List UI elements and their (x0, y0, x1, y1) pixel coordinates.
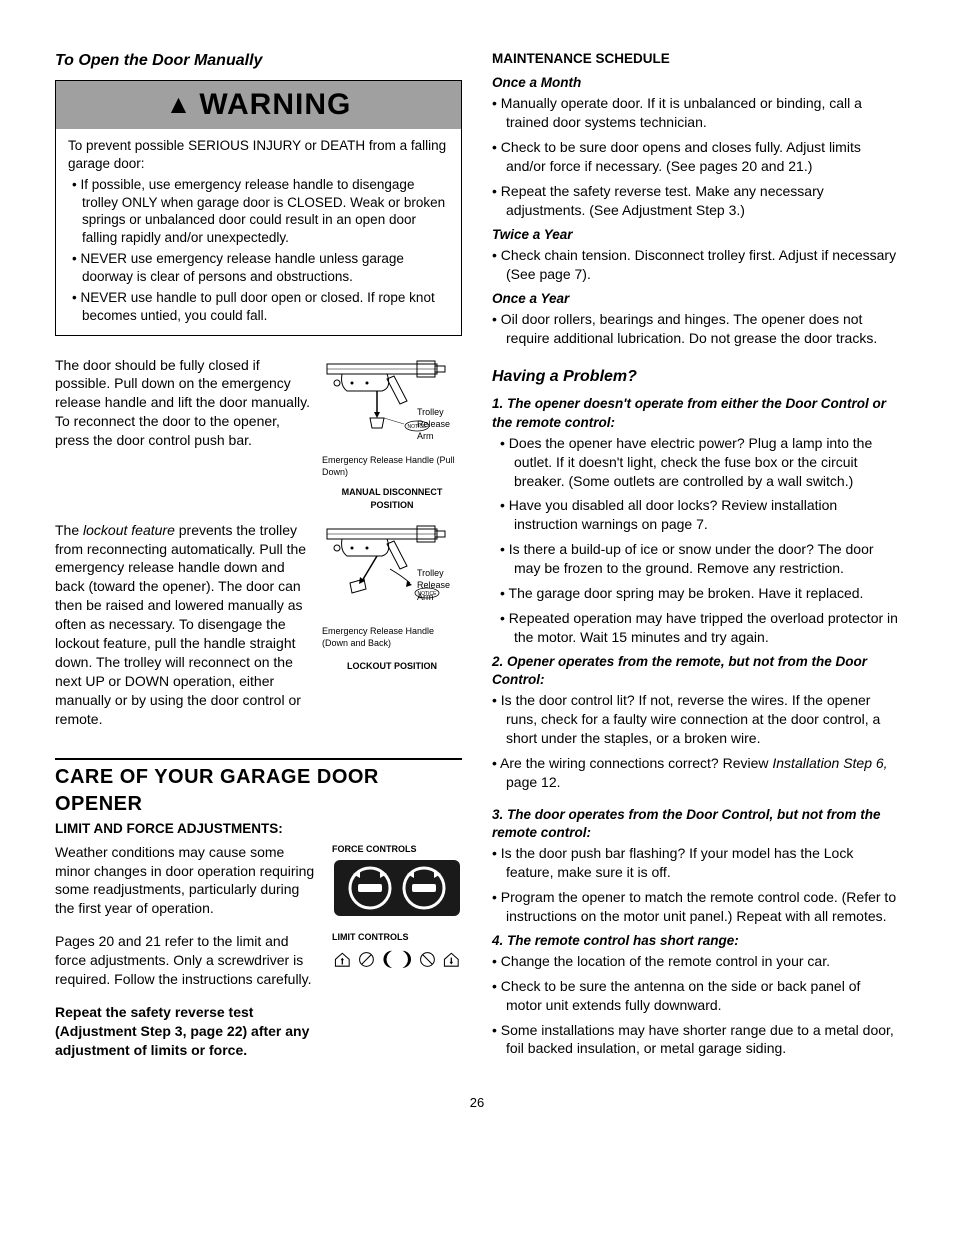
list-item: Change the location of the remote contro… (492, 952, 899, 971)
list-item: Have you disabled all door locks? Review… (492, 496, 899, 534)
fig2-handle-label: Emergency Release Handle (Down and Back) (322, 625, 462, 649)
body-para-2: The lockout feature prevents the trolley… (55, 521, 312, 729)
warning-intro: To prevent possible SERIOUS INJURY or DE… (68, 137, 449, 172)
fig1-handle-label: Emergency Release Handle (Pull Down) (322, 454, 462, 478)
list-item: Check chain tension. Disconnect trolley … (492, 246, 899, 284)
warning-box: ▲ WARNING To prevent possible SERIOUS IN… (55, 80, 462, 336)
circle-slash-icon (418, 950, 437, 972)
warning-bullet: NEVER use handle to pull door open or cl… (72, 289, 449, 324)
care-para-1: Weather conditions may cause some minor … (55, 843, 322, 919)
list-item: Repeat the safety reverse test. Make any… (492, 182, 899, 220)
warning-bullet: NEVER use emergency release handle unles… (72, 250, 449, 285)
house-down-icon (441, 949, 462, 973)
q3-heading: 3. The door operates from the Door Contr… (492, 806, 899, 842)
page-number: 26 (55, 1094, 899, 1112)
list-item: Repeated operation may have tripped the … (492, 609, 899, 647)
list-item: Does the opener have electric power? Plu… (492, 434, 899, 491)
care-heading: CARE OF YOUR GARAGE DOOR OPENER (55, 764, 462, 818)
list-item: Is the door control lit? If not, reverse… (492, 691, 899, 748)
warning-header: ▲ WARNING (56, 81, 461, 130)
crescent-right-icon (399, 949, 414, 973)
warning-header-text: WARNING (199, 85, 351, 126)
list-item: Some installations may have shorter rang… (492, 1021, 899, 1059)
lockout-figure: NOTICE Trolley Release Arm Emergency Rel… (322, 521, 462, 672)
circle-slash-icon (357, 950, 376, 972)
q4-heading: 4. The remote control has short range: (492, 932, 899, 950)
list-item: Are the wiring connections correct? Revi… (492, 754, 899, 792)
list-item: Is there a build-up of ice or snow under… (492, 540, 899, 578)
warning-bullet: If possible, use emergency release handl… (72, 176, 449, 246)
force-controls-label: FORCE CONTROLS (332, 843, 462, 855)
q2-heading: 2. Opener operates from the remote, but … (492, 653, 899, 689)
fig1-caption: MANUAL DISCONNECT POSITION (322, 486, 462, 510)
maintenance-heading: MAINTENANCE SCHEDULE (492, 50, 899, 68)
care-bold: Repeat the safety reverse test (Adjustme… (55, 1003, 322, 1060)
open-door-title: To Open the Door Manually (55, 50, 462, 72)
list-item: Check to be sure the antenna on the side… (492, 977, 899, 1015)
body-para-1: The door should be fully closed if possi… (55, 356, 312, 450)
list-item: Is the door push bar flashing? If your m… (492, 844, 899, 882)
controls-figure: FORCE CONTROLS LIMIT CONTROLS (332, 843, 462, 973)
limit-controls-label: LIMIT CONTROLS (332, 931, 462, 943)
list-item: Program the opener to match the remote c… (492, 888, 899, 926)
once-year-heading: Once a Year (492, 290, 899, 308)
house-up-icon (332, 949, 353, 973)
q1-heading: 1. The opener doesn't operate from eithe… (492, 395, 899, 431)
list-item: Manually operate door. If it is unbalanc… (492, 94, 899, 132)
once-month-heading: Once a Month (492, 74, 899, 92)
warning-triangle-icon: ▲ (166, 87, 192, 122)
manual-disconnect-figure: NOTICE Trolley Release Arm Emergency Rel… (322, 356, 462, 511)
care-para-2: Pages 20 and 21 refer to the limit and f… (55, 932, 322, 989)
crescent-left-icon (380, 949, 395, 973)
problem-heading: Having a Problem? (492, 366, 899, 388)
fig2-caption: LOCKOUT POSITION (322, 660, 462, 672)
list-item: The garage door spring may be broken. Ha… (492, 584, 899, 603)
limit-heading: LIMIT AND FORCE ADJUSTMENTS: (55, 820, 462, 838)
warning-body: To prevent possible SERIOUS INJURY or DE… (56, 129, 461, 334)
list-item: Oil door rollers, bearings and hinges. T… (492, 310, 899, 348)
twice-year-heading: Twice a Year (492, 226, 899, 244)
list-item: Check to be sure door opens and closes f… (492, 138, 899, 176)
